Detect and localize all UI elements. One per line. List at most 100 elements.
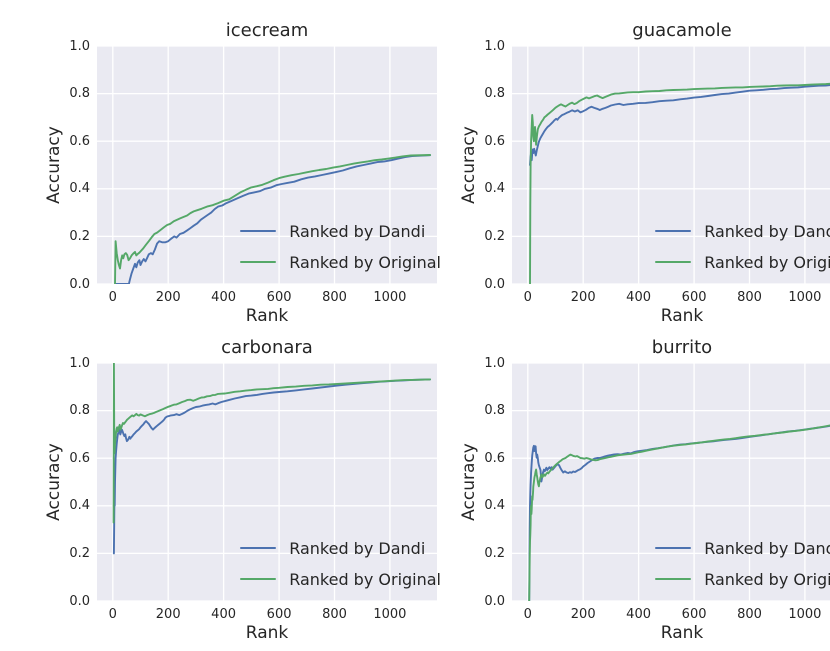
y-tick-label: 0.4	[484, 498, 505, 514]
y-tick-label: 0.6	[484, 450, 505, 466]
legend-line-swatch	[655, 260, 692, 264]
x-tick-label: 1000	[788, 290, 822, 305]
legend-label: Ranked by Dandi	[289, 538, 426, 558]
legend: Ranked by Dandi Ranked by Original	[655, 217, 830, 276]
chart-svg	[97, 46, 437, 284]
legend: Ranked by Dandi Ranked by Original	[240, 534, 441, 593]
x-tick-label: 0	[108, 607, 117, 622]
legend-label: Ranked by Original	[704, 252, 830, 272]
y-tick-label: 0.2	[484, 228, 505, 244]
y-tick-label: 0.8	[484, 86, 505, 102]
x-tick-label: 400	[211, 607, 237, 622]
series-line-dandi	[529, 84, 830, 166]
y-tick-label: 0.0	[484, 276, 505, 292]
y-tick-label: 0.0	[69, 593, 90, 609]
x-tick-label: 1000	[373, 607, 407, 622]
series-line-dandi	[112, 378, 432, 555]
legend-line-swatch	[655, 577, 692, 581]
x-tick-label: 800	[737, 290, 762, 305]
figure-canvas: { "colors": { "dandi": "#4c72b0", "origi…	[40, 16, 830, 643]
x-tick-label: 800	[322, 607, 347, 622]
legend-line-swatch	[655, 229, 692, 233]
y-tick-label: 0.6	[484, 133, 505, 149]
series-line-original	[528, 424, 830, 601]
x-tick-label: 600	[266, 290, 292, 305]
chart-title: burrito	[651, 337, 713, 358]
legend-line-swatch	[240, 260, 277, 264]
x-axis-label: Rank	[245, 306, 289, 326]
gridlines	[97, 46, 437, 284]
legend-label: Ranked by Dandi	[289, 221, 426, 241]
x-axis-label: Rank	[245, 623, 289, 643]
legend-entry: Ranked by Dandi	[240, 217, 441, 245]
plot-area: Ranked by Dandi Ranked by Original	[97, 46, 441, 284]
x-tick-label: 200	[570, 290, 596, 305]
series-line-original	[112, 363, 432, 524]
x-tick-label: 200	[570, 607, 596, 622]
legend-line-swatch	[240, 229, 277, 233]
y-tick-label: 1.0	[69, 355, 90, 371]
y-tick-label: 0.8	[69, 403, 90, 419]
y-tick-label: 0.8	[69, 86, 90, 102]
chart-title: guacamole	[632, 20, 732, 41]
legend-label: Ranked by Dandi	[704, 221, 830, 241]
x-tick-label: 600	[266, 607, 292, 622]
legend: Ranked by Dandi Ranked by Original	[240, 217, 441, 276]
y-tick-label: 0.0	[69, 276, 90, 292]
legend-entry: Ranked by Dandi	[655, 534, 830, 562]
legend-label: Ranked by Original	[289, 252, 441, 272]
series-line-original	[114, 154, 432, 284]
chart-title: icecream	[225, 20, 309, 41]
y-tick-label: 0.6	[69, 450, 90, 466]
x-tick-label: 400	[626, 607, 652, 622]
x-axis-label: Rank	[660, 623, 704, 643]
x-tick-label: 1000	[788, 607, 822, 622]
x-tick-label: 800	[322, 290, 347, 305]
x-tick-label: 0	[523, 290, 532, 305]
y-tick-label: 0.6	[69, 133, 90, 149]
y-tick-label: 1.0	[69, 38, 90, 54]
legend-entry: Ranked by Dandi	[655, 217, 830, 245]
subplot-carbonara: carbonara Accuracy Ranked by Dandi Ranked…	[40, 333, 455, 651]
y-tick-label: 0.8	[484, 403, 505, 419]
x-tick-label: 400	[626, 290, 652, 305]
x-axis-label: Rank	[660, 306, 704, 326]
chart-svg	[512, 46, 830, 284]
gridlines	[512, 363, 830, 601]
chart-title: carbonara	[221, 337, 313, 358]
plot-area: Ranked by Dandi Ranked by Original	[512, 46, 830, 284]
series-line-dandi	[115, 154, 432, 284]
x-tick-label: 200	[155, 607, 181, 622]
x-tick-label: 600	[681, 290, 707, 305]
y-tick-label: 0.2	[69, 545, 90, 561]
legend-line-swatch	[240, 577, 277, 581]
subplot-icecream: icecream Accuracy Ranked by Dandi Ranked …	[40, 16, 455, 334]
x-tick-label: 400	[211, 290, 237, 305]
subplot-guacamole: guacamole Accuracy Ranked by Dandi Ranked…	[455, 16, 830, 334]
y-tick-label: 0.4	[484, 181, 505, 197]
series-line-original	[529, 82, 830, 284]
subplot-burrito: burrito Accuracy Ranked by Dandi Ranked b…	[455, 333, 830, 651]
plot-area: Ranked by Dandi Ranked by Original	[512, 363, 830, 601]
plot-area: Ranked by Dandi Ranked by Original	[97, 363, 441, 601]
chart-svg	[512, 363, 830, 601]
legend-label: Ranked by Original	[704, 569, 830, 589]
y-tick-label: 1.0	[484, 355, 505, 371]
legend-entry: Ranked by Dandi	[240, 534, 441, 562]
gridlines	[512, 46, 830, 284]
x-tick-label: 800	[737, 607, 762, 622]
legend-label: Ranked by Original	[289, 569, 441, 589]
legend-entry: Ranked by Original	[655, 565, 830, 593]
x-tick-label: 200	[155, 290, 181, 305]
y-tick-label: 0.4	[69, 181, 90, 197]
x-tick-label: 1000	[373, 290, 407, 305]
chart-svg	[97, 363, 437, 601]
legend-entry: Ranked by Original	[240, 565, 441, 593]
x-tick-label: 0	[108, 290, 117, 305]
y-tick-label: 0.2	[484, 545, 505, 561]
legend-label: Ranked by Dandi	[704, 538, 830, 558]
y-tick-label: 0.2	[69, 228, 90, 244]
legend-entry: Ranked by Original	[655, 248, 830, 276]
legend-line-swatch	[655, 546, 692, 550]
legend-entry: Ranked by Original	[240, 248, 441, 276]
